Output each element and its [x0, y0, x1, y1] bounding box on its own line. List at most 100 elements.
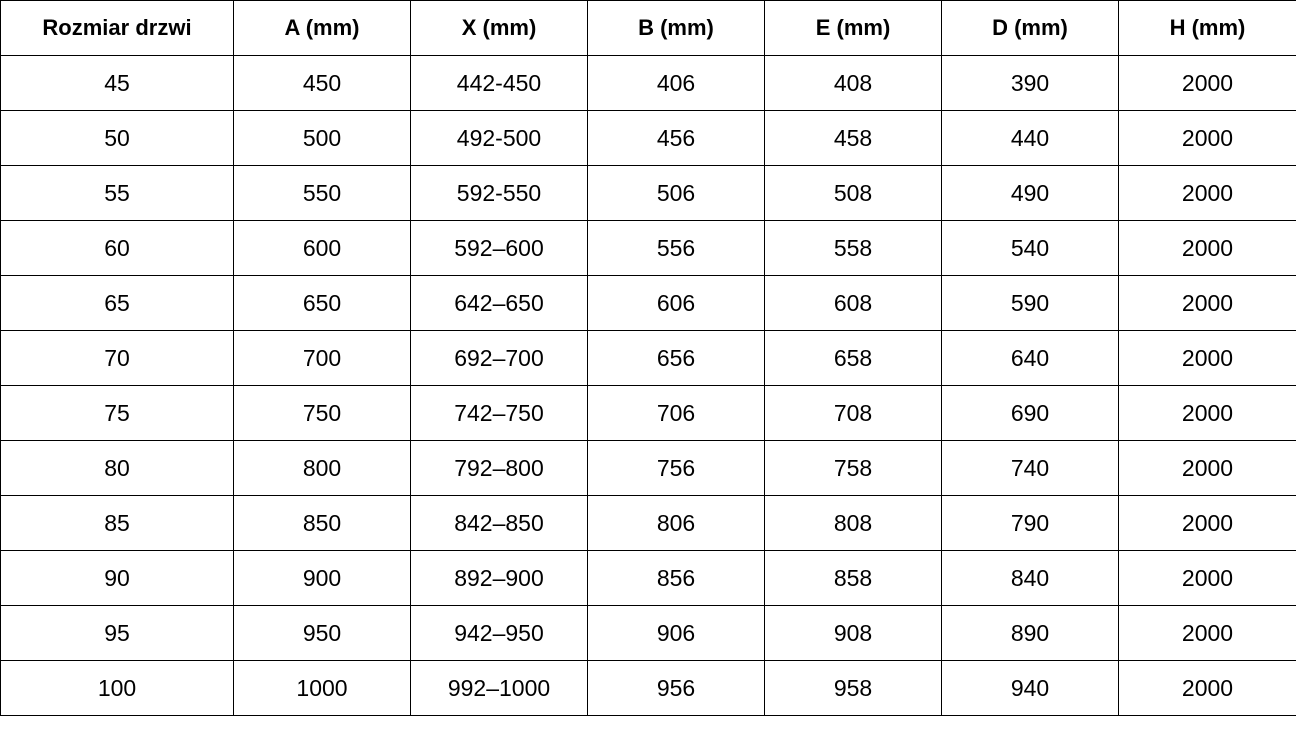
table-cell: 650 [233, 275, 411, 331]
table-cell: 490 [941, 165, 1119, 221]
table-row: 100 1000 992–1000 956 958 940 2000 [0, 660, 1296, 716]
table-cell: 608 [764, 275, 942, 331]
table-row: 55 550 592-550 506 508 490 2000 [0, 165, 1296, 221]
table-cell: 2000 [1118, 605, 1296, 661]
table-cell: 75 [0, 385, 234, 441]
column-header: E (mm) [764, 0, 942, 56]
table-cell: 1000 [233, 660, 411, 716]
table-cell: 2000 [1118, 330, 1296, 386]
table-cell: 2000 [1118, 165, 1296, 221]
table-row: 70 700 692–700 656 658 640 2000 [0, 330, 1296, 386]
table-body: 45 450 442-450 406 408 390 2000 50 500 492-500 456… [0, 55, 1296, 716]
table-row: 95 950 942–950 906 908 890 2000 [0, 605, 1296, 661]
column-header: X (mm) [410, 0, 588, 56]
table-cell: 640 [941, 330, 1119, 386]
table-cell: 850 [233, 495, 411, 551]
table-cell: 806 [587, 495, 765, 551]
table-cell: 556 [587, 220, 765, 276]
table-cell: 440 [941, 110, 1119, 166]
table-cell: 2000 [1118, 220, 1296, 276]
table-cell: 85 [0, 495, 234, 551]
table-cell: 656 [587, 330, 765, 386]
table-cell: 792–800 [410, 440, 588, 496]
table-cell: 2000 [1118, 110, 1296, 166]
column-header: H (mm) [1118, 0, 1296, 56]
table-cell: 2000 [1118, 440, 1296, 496]
table-cell: 992–1000 [410, 660, 588, 716]
table-cell: 706 [587, 385, 765, 441]
table-row: 85 850 842–850 806 808 790 2000 [0, 495, 1296, 551]
table-cell: 906 [587, 605, 765, 661]
table-cell: 658 [764, 330, 942, 386]
table-cell: 508 [764, 165, 942, 221]
table-cell: 2000 [1118, 660, 1296, 716]
table-cell: 590 [941, 275, 1119, 331]
table-cell: 60 [0, 220, 234, 276]
table-cell: 840 [941, 550, 1119, 606]
table-cell: 450 [233, 55, 411, 111]
header-row: Rozmiar drzwi A (mm) X (mm) B (mm) E (mm) D (… [0, 0, 1296, 56]
table-cell: 90 [0, 550, 234, 606]
table-cell: 540 [941, 220, 1119, 276]
table-cell: 500 [233, 110, 411, 166]
table-cell: 808 [764, 495, 942, 551]
table-row: 90 900 892–900 856 858 840 2000 [0, 550, 1296, 606]
table-row: 60 600 592–600 556 558 540 2000 [0, 220, 1296, 276]
table-cell: 80 [0, 440, 234, 496]
table-cell: 758 [764, 440, 942, 496]
table-row: 45 450 442-450 406 408 390 2000 [0, 55, 1296, 111]
table-cell: 690 [941, 385, 1119, 441]
table-cell: 390 [941, 55, 1119, 111]
table-cell: 492-500 [410, 110, 588, 166]
column-header: B (mm) [587, 0, 765, 56]
table-row: 50 500 492-500 456 458 440 2000 [0, 110, 1296, 166]
column-header: Rozmiar drzwi [0, 0, 234, 56]
table-cell: 506 [587, 165, 765, 221]
table-cell: 458 [764, 110, 942, 166]
table-row: 65 650 642–650 606 608 590 2000 [0, 275, 1296, 331]
table-cell: 908 [764, 605, 942, 661]
table-cell: 708 [764, 385, 942, 441]
table-cell: 408 [764, 55, 942, 111]
table-cell: 50 [0, 110, 234, 166]
table-row: 80 800 792–800 756 758 740 2000 [0, 440, 1296, 496]
table-cell: 740 [941, 440, 1119, 496]
table-cell: 892–900 [410, 550, 588, 606]
table-row: 75 750 742–750 706 708 690 2000 [0, 385, 1296, 441]
table-cell: 700 [233, 330, 411, 386]
table-cell: 592-550 [410, 165, 588, 221]
table-cell: 2000 [1118, 275, 1296, 331]
table-cell: 692–700 [410, 330, 588, 386]
table-cell: 750 [233, 385, 411, 441]
table-cell: 442-450 [410, 55, 588, 111]
table-cell: 606 [587, 275, 765, 331]
table-cell: 790 [941, 495, 1119, 551]
column-header: D (mm) [941, 0, 1119, 56]
table-cell: 800 [233, 440, 411, 496]
table-cell: 592–600 [410, 220, 588, 276]
table-cell: 558 [764, 220, 942, 276]
table-cell: 756 [587, 440, 765, 496]
table-cell: 456 [587, 110, 765, 166]
table-cell: 55 [0, 165, 234, 221]
table-cell: 550 [233, 165, 411, 221]
table-cell: 742–750 [410, 385, 588, 441]
table-cell: 890 [941, 605, 1119, 661]
table-cell: 45 [0, 55, 234, 111]
table-cell: 856 [587, 550, 765, 606]
table-cell: 942–950 [410, 605, 588, 661]
table-cell: 2000 [1118, 495, 1296, 551]
column-header: A (mm) [233, 0, 411, 56]
table-cell: 842–850 [410, 495, 588, 551]
table-cell: 950 [233, 605, 411, 661]
table-cell: 70 [0, 330, 234, 386]
table-cell: 940 [941, 660, 1119, 716]
table-cell: 642–650 [410, 275, 588, 331]
table-cell: 2000 [1118, 55, 1296, 111]
table-cell: 95 [0, 605, 234, 661]
table-cell: 956 [587, 660, 765, 716]
table-cell: 406 [587, 55, 765, 111]
table-cell: 858 [764, 550, 942, 606]
table-cell: 900 [233, 550, 411, 606]
